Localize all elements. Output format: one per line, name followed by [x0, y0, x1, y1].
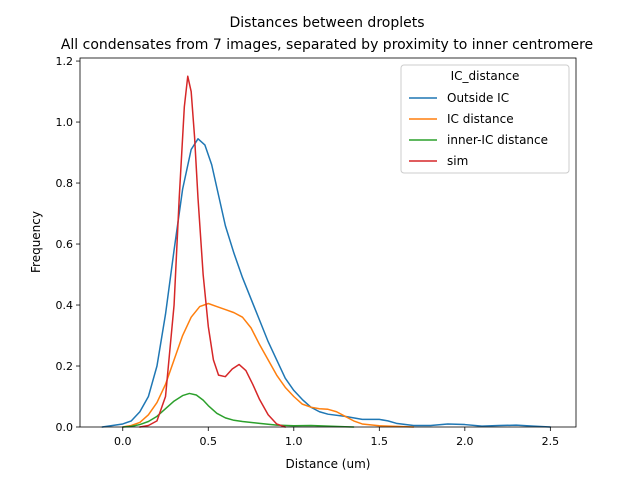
y-axis: 0.0 0.2 0.4 0.6 0.8 1.0 1.2 [56, 55, 80, 434]
legend-title: IC_distance [451, 69, 520, 83]
plot-frame [79, 57, 577, 428]
y-tick-label: 0.8 [56, 177, 74, 190]
x-axis: 0.0 0.5 1.0 1.5 2.0 2.5 [114, 427, 559, 448]
legend-label: IC distance [447, 112, 514, 126]
y-axis-label: Frequency [29, 211, 43, 273]
series-line-2 [122, 392, 355, 428]
y-tick-label: 1.0 [56, 116, 74, 129]
y-tick-label: 0.4 [56, 299, 74, 312]
y-tick-label: 0.0 [56, 421, 74, 434]
legend: IC_distance Outside IC IC distance inner-I… [400, 64, 570, 174]
x-tick-label: 1.0 [285, 435, 303, 448]
legend-label: Outside IC [447, 91, 509, 105]
legend-box [400, 64, 570, 174]
series-line-3 [139, 75, 286, 428]
y-tick-label: 0.6 [56, 238, 74, 251]
series-layer [101, 75, 552, 428]
y-tick-label: 1.2 [56, 55, 74, 68]
series-line-0 [101, 138, 552, 428]
x-tick-label: 0.5 [200, 435, 218, 448]
chart-title: Distances between droplets [229, 15, 424, 31]
x-tick-label: 1.5 [371, 435, 389, 448]
legend-label: sim [447, 154, 468, 168]
legend-label: inner-IC distance [447, 133, 548, 147]
x-tick-label: 0.0 [114, 435, 132, 448]
y-tick-label: 0.2 [56, 360, 74, 373]
x-tick-label: 2.0 [456, 435, 474, 448]
x-axis-label: Distance (um) [286, 457, 371, 471]
legend-entries: Outside IC IC distance inner-IC distance si… [409, 91, 548, 168]
x-tick-label: 2.5 [542, 435, 560, 448]
chart-subtitle: All condensates from 7 images, separated… [61, 37, 593, 53]
plot-area [79, 57, 577, 428]
